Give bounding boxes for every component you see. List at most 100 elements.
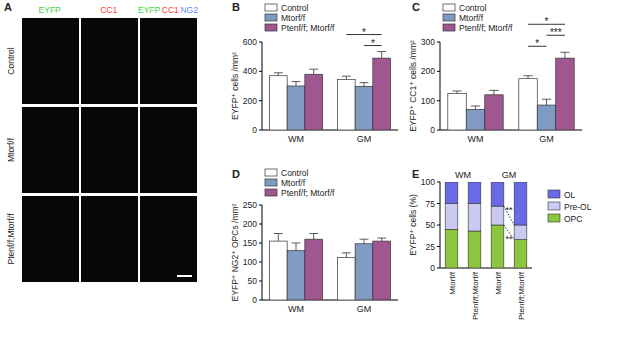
bar bbox=[556, 58, 574, 130]
error-bar bbox=[292, 243, 301, 251]
bar-segment bbox=[468, 182, 481, 204]
tick bbox=[437, 268, 440, 269]
bar-segment bbox=[468, 231, 481, 268]
legend-label: Mtorf/f bbox=[281, 178, 306, 188]
legend-label: Control bbox=[459, 3, 487, 13]
chart: DEYFP⁺ NG2⁺ OPCs /mm²050100150200250WMGM… bbox=[230, 168, 398, 314]
channel-label: CC1 bbox=[162, 5, 179, 15]
tick-label: 400 bbox=[243, 66, 257, 76]
tick-label: 50 bbox=[248, 276, 258, 286]
error-bar bbox=[471, 106, 480, 110]
tick bbox=[437, 71, 440, 72]
error-cap bbox=[309, 233, 318, 234]
error-line bbox=[546, 99, 547, 105]
category-label: Mtorf/f bbox=[448, 271, 457, 294]
error-line bbox=[475, 106, 476, 110]
legend-swatch bbox=[548, 190, 560, 198]
error-line bbox=[364, 83, 365, 87]
row-label: Mtorf/f bbox=[6, 137, 16, 162]
micrograph bbox=[140, 196, 197, 282]
error-cap bbox=[342, 76, 351, 77]
tick bbox=[437, 225, 440, 226]
legend-label: Ptenf/f; Mtorf/f bbox=[281, 23, 335, 33]
tick bbox=[437, 42, 440, 43]
tick-label: 100 bbox=[421, 96, 435, 106]
error-bar bbox=[360, 83, 369, 87]
tick-label: 200 bbox=[421, 66, 435, 76]
micrograph bbox=[140, 107, 197, 193]
tick bbox=[259, 42, 262, 43]
legend-label: Mtorf/f bbox=[281, 13, 306, 23]
category-label: Mtorf/f bbox=[494, 271, 503, 294]
group-label: GM bbox=[502, 170, 517, 180]
bar bbox=[519, 79, 537, 130]
legend-label: Control bbox=[281, 168, 309, 178]
significance-label: ** bbox=[505, 234, 513, 244]
category-label: GM bbox=[357, 134, 372, 144]
error-cap bbox=[452, 90, 461, 91]
significance-label: * bbox=[535, 38, 539, 49]
bar-segment bbox=[514, 225, 527, 240]
tick bbox=[437, 182, 440, 183]
category-label: GM bbox=[539, 134, 554, 144]
legend-swatch bbox=[265, 14, 277, 21]
error-line bbox=[296, 82, 297, 86]
error-bar bbox=[274, 73, 283, 76]
bar-segment bbox=[445, 204, 458, 230]
row-label: Control bbox=[6, 47, 16, 75]
category-label: WM bbox=[288, 134, 304, 144]
tick-label: 0 bbox=[430, 125, 435, 135]
error-line bbox=[564, 52, 565, 58]
channel-label: EYFP bbox=[138, 5, 161, 15]
panel-letter: D bbox=[232, 168, 240, 180]
tick bbox=[437, 100, 440, 101]
micrograph bbox=[22, 107, 79, 193]
legend-swatch bbox=[265, 179, 277, 186]
tick bbox=[259, 262, 262, 263]
legend-label: OPC bbox=[564, 214, 582, 224]
bar-segment bbox=[445, 182, 458, 204]
error-line bbox=[346, 76, 347, 79]
tick-label: 0 bbox=[430, 263, 435, 273]
bar bbox=[305, 239, 323, 300]
legend-swatch bbox=[548, 214, 560, 222]
error-cap bbox=[309, 69, 318, 70]
error-cap bbox=[274, 233, 283, 234]
error-bar bbox=[523, 76, 532, 79]
bar bbox=[305, 74, 323, 130]
error-bar bbox=[309, 234, 318, 240]
tick-label: 0 bbox=[252, 295, 257, 305]
error-bar bbox=[309, 69, 318, 74]
legend-swatch bbox=[548, 202, 560, 210]
error-line bbox=[381, 52, 382, 59]
bar bbox=[355, 86, 373, 130]
error-bar bbox=[360, 239, 369, 244]
error-bar bbox=[489, 90, 498, 94]
chart: BEYFP⁺ cells /mm²0200400600WMGMControlMt… bbox=[230, 1, 398, 144]
bar-segment bbox=[514, 182, 527, 225]
legend-swatch bbox=[443, 4, 455, 11]
tick-label: 75 bbox=[426, 199, 436, 209]
bar bbox=[355, 244, 373, 300]
axis-title: EYFP⁺ cells /mm² bbox=[230, 52, 240, 120]
error-cap bbox=[523, 75, 532, 76]
error-bar bbox=[560, 52, 569, 58]
tick bbox=[259, 224, 262, 225]
error-cap bbox=[377, 238, 386, 239]
channel-label: NG2 bbox=[180, 5, 198, 15]
significance-label: * bbox=[371, 38, 375, 49]
error-line bbox=[313, 69, 314, 74]
group-label: WM bbox=[455, 170, 471, 180]
axis-title: EYFP⁺ cells (%) bbox=[408, 194, 418, 256]
channel-label: EYFP bbox=[39, 5, 62, 15]
error-bar bbox=[342, 253, 351, 258]
tick-label: 300 bbox=[421, 37, 435, 47]
error-bar bbox=[292, 82, 301, 86]
error-bar bbox=[542, 99, 551, 105]
bar-segment bbox=[491, 206, 504, 225]
bar bbox=[287, 251, 305, 300]
chart: EEYFP⁺ cells (%)0255075100WMGMMtorf/fPte… bbox=[408, 168, 592, 320]
panel-letter: C bbox=[412, 1, 420, 13]
tick bbox=[437, 246, 440, 247]
plot-area bbox=[269, 234, 390, 301]
